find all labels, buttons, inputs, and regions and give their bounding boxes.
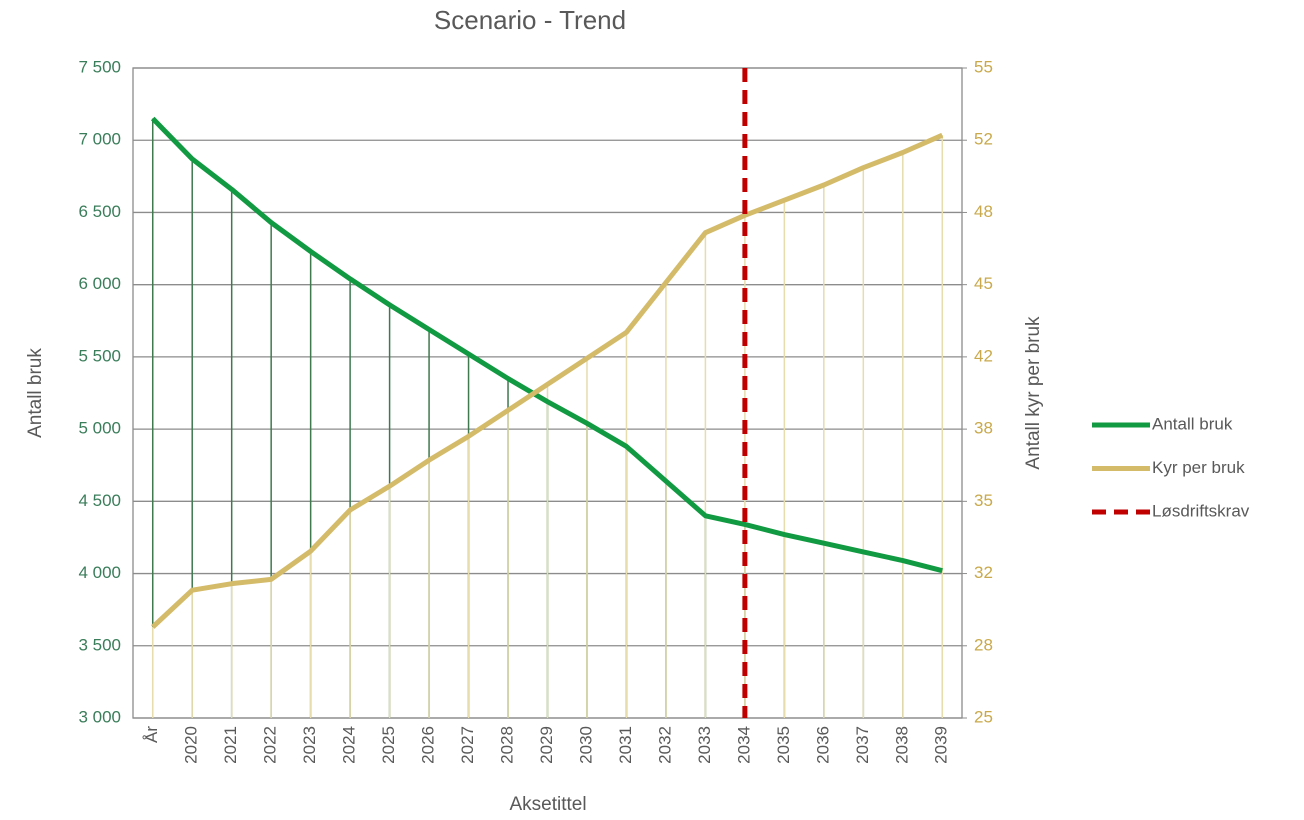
y2-tick-label: 32 — [974, 563, 993, 582]
x-tick-label: 2023 — [300, 726, 319, 764]
y2-tick-label: 38 — [974, 419, 993, 438]
y2-tick-label: 42 — [974, 346, 993, 365]
y-tick-label: 7 500 — [78, 57, 121, 76]
y2-tick-label: 45 — [974, 274, 993, 293]
legend-label: Løsdriftskrav — [1152, 501, 1250, 520]
x-tick-label: 2028 — [498, 726, 517, 764]
y-tick-label: 5 500 — [78, 346, 121, 365]
y2-tick-label: 28 — [974, 635, 993, 654]
x-tick-label: 2026 — [419, 726, 438, 764]
y2-tick-label: 35 — [974, 491, 993, 510]
x-tick-label: 2034 — [734, 726, 753, 764]
series-line — [151, 132, 944, 629]
x-tick-label: 2037 — [853, 726, 872, 764]
x-tick-label: 2035 — [774, 726, 793, 764]
y-tick-label: 3 500 — [78, 635, 121, 654]
x-tick-label: 2021 — [221, 726, 240, 764]
x-tick-label: 2027 — [458, 726, 477, 764]
x-tick-label: 2022 — [261, 726, 280, 764]
y2-tick-label: 52 — [974, 130, 993, 149]
x-tick-label: År — [142, 726, 161, 743]
y-tick-label: 4 000 — [78, 563, 121, 582]
x-tick-label: 2031 — [616, 726, 635, 764]
y-tick-label: 6 000 — [78, 274, 121, 293]
x-tick-label: 2032 — [655, 726, 674, 764]
y-tick-label: 4 500 — [78, 491, 121, 510]
y2-tick-label: 48 — [974, 202, 993, 221]
y2-tick-label: 25 — [974, 707, 993, 726]
y2-tick-label: 55 — [974, 57, 993, 76]
chart-title: Scenario - Trend — [434, 5, 626, 35]
x-tick-label: 2030 — [576, 726, 595, 764]
y2-axis-label: Antall kyr per bruk — [1023, 316, 1044, 470]
series-line — [150, 116, 943, 574]
x-axis-label: Aksetittel — [509, 794, 586, 815]
x-tick-label: 2039 — [932, 726, 951, 764]
x-tick-label: 2020 — [182, 726, 201, 764]
y-tick-label: 3 000 — [78, 707, 121, 726]
y-axis-label: Antall bruk — [25, 348, 46, 438]
legend-label: Kyr per bruk — [1152, 458, 1245, 477]
y-tick-label: 7 000 — [78, 130, 121, 149]
y-tick-label: 6 500 — [78, 202, 121, 221]
x-tick-label: 2036 — [813, 726, 832, 764]
x-tick-label: 2033 — [695, 726, 714, 764]
x-tick-label: 2025 — [379, 726, 398, 764]
y-tick-label: 5 000 — [78, 419, 121, 438]
x-tick-label: 2024 — [340, 726, 359, 764]
x-tick-label: 2029 — [537, 726, 556, 764]
x-tick-label: 2038 — [892, 726, 911, 764]
legend-label: Antall bruk — [1152, 414, 1233, 433]
